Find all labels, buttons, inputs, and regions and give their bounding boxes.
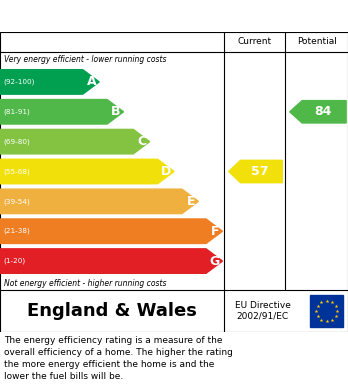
Text: C: C xyxy=(137,135,147,148)
Text: Energy Efficiency Rating: Energy Efficiency Rating xyxy=(5,9,207,23)
FancyArrow shape xyxy=(229,160,282,183)
Text: The energy efficiency rating is a measure of the
overall efficiency of a home. T: The energy efficiency rating is a measur… xyxy=(4,336,233,382)
Text: EU Directive
2002/91/EC: EU Directive 2002/91/EC xyxy=(235,301,291,321)
Text: A: A xyxy=(87,75,96,88)
Text: Potential: Potential xyxy=(297,38,337,47)
Text: Very energy efficient - lower running costs: Very energy efficient - lower running co… xyxy=(4,55,166,64)
FancyArrow shape xyxy=(0,219,222,244)
Text: (69-80): (69-80) xyxy=(3,138,30,145)
Text: (81-91): (81-91) xyxy=(3,109,30,115)
Text: E: E xyxy=(187,195,195,208)
FancyArrow shape xyxy=(0,70,99,94)
FancyArrow shape xyxy=(290,100,346,123)
Text: (21-38): (21-38) xyxy=(3,228,30,235)
FancyArrow shape xyxy=(0,159,174,184)
FancyArrow shape xyxy=(0,100,124,124)
FancyArrow shape xyxy=(0,129,150,154)
Text: Current: Current xyxy=(238,38,272,47)
Bar xyxy=(310,295,343,327)
FancyArrow shape xyxy=(0,189,198,213)
FancyArrow shape xyxy=(0,249,222,273)
Text: 57: 57 xyxy=(251,165,269,178)
Text: (92-100): (92-100) xyxy=(3,79,34,85)
Text: England & Wales: England & Wales xyxy=(27,302,197,320)
Text: (39-54): (39-54) xyxy=(3,198,30,204)
Text: F: F xyxy=(211,225,220,238)
Text: Not energy efficient - higher running costs: Not energy efficient - higher running co… xyxy=(4,278,166,287)
Text: D: D xyxy=(161,165,171,178)
Text: B: B xyxy=(111,105,120,118)
Text: (1-20): (1-20) xyxy=(3,258,25,264)
Text: (55-68): (55-68) xyxy=(3,168,30,175)
Text: 84: 84 xyxy=(314,105,331,118)
Text: G: G xyxy=(209,255,220,267)
